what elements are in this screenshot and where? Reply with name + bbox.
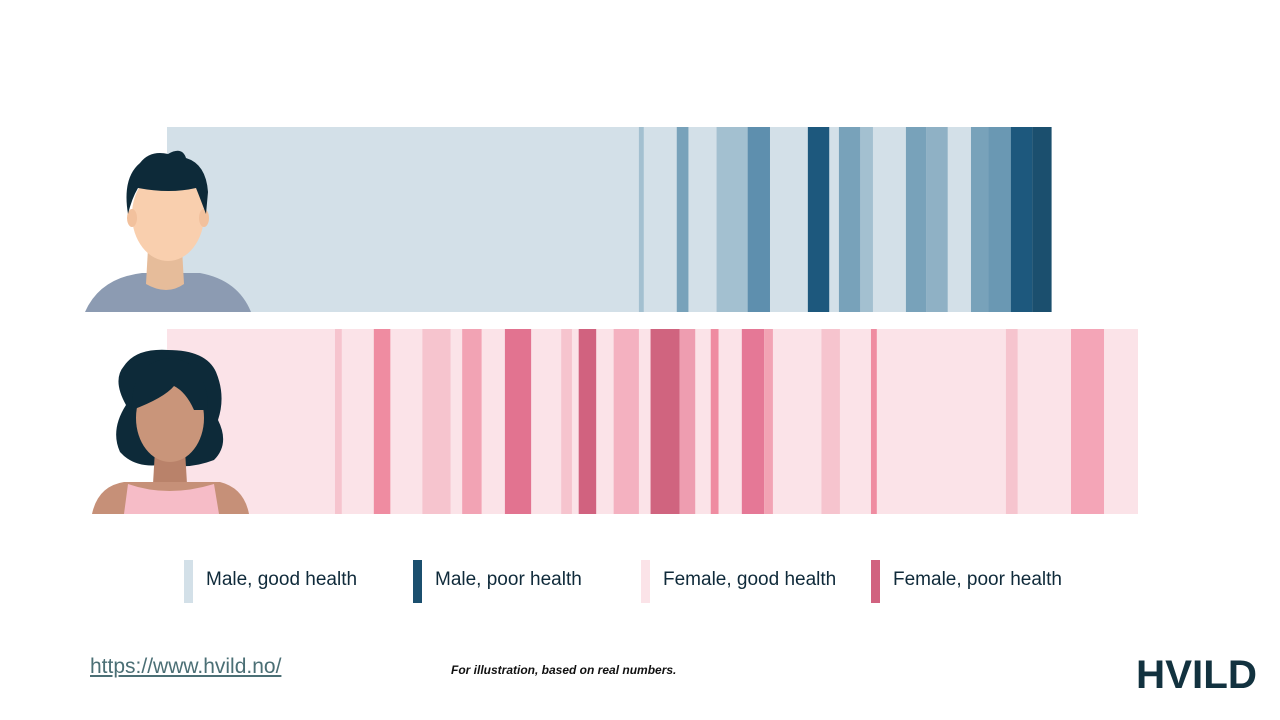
female-segment-0	[334, 329, 342, 514]
female-segment-9	[679, 329, 696, 514]
female-segment-13	[821, 329, 840, 514]
female-segment-5	[561, 329, 572, 514]
male-segment-11	[1010, 127, 1033, 312]
female-segment-15	[1005, 329, 1018, 514]
female-segment-6	[578, 329, 597, 514]
male-segment-4	[807, 127, 830, 312]
male-segment-7	[905, 127, 927, 312]
male-segment-6	[860, 127, 873, 312]
female-segment-16	[1071, 329, 1105, 514]
female-segment-2	[422, 329, 451, 514]
female-segment-12	[764, 329, 773, 514]
chart-rows	[167, 127, 1138, 514]
legend-swatch-female-poor	[871, 560, 880, 603]
male-segment-10	[988, 127, 1011, 312]
male-segment-2	[716, 127, 748, 312]
male-avatar	[85, 150, 251, 312]
male-row-base	[167, 127, 1052, 312]
legend-label-male-good: Male, good health	[206, 569, 358, 590]
female-segment-4	[504, 329, 532, 514]
male-segment-1	[676, 127, 689, 312]
male-segment-5	[838, 127, 861, 312]
male-segment-12	[1032, 127, 1052, 312]
legend-swatch-male-good	[184, 560, 193, 603]
legend-swatch-male-poor	[413, 560, 422, 603]
website-link[interactable]: https://www.hvild.no/	[90, 655, 282, 678]
female-avatar	[92, 349, 249, 514]
male-segment-9	[970, 127, 989, 312]
legend-label-female-poor: Female, poor health	[893, 569, 1062, 590]
male-segment-8	[926, 127, 948, 312]
hvild-logo: HVILD	[1136, 653, 1257, 694]
svg-text:HVILD: HVILD	[1136, 653, 1257, 694]
male-segment-0	[638, 127, 644, 312]
female-segment-10	[710, 329, 719, 514]
legend-swatch-female-good	[641, 560, 650, 603]
legend-label-male-poor: Male, poor health	[435, 569, 582, 590]
female-segment-14	[870, 329, 877, 514]
female-segment-11	[741, 329, 765, 514]
female-segment-7	[613, 329, 639, 514]
female-segment-3	[462, 329, 482, 514]
female-segment-8	[650, 329, 680, 514]
legend-label-female-good: Female, good health	[663, 569, 837, 590]
illustration-footnote: For illustration, based on real numbers.	[451, 663, 677, 677]
male-segment-3	[747, 127, 770, 312]
female-segment-1	[373, 329, 391, 514]
